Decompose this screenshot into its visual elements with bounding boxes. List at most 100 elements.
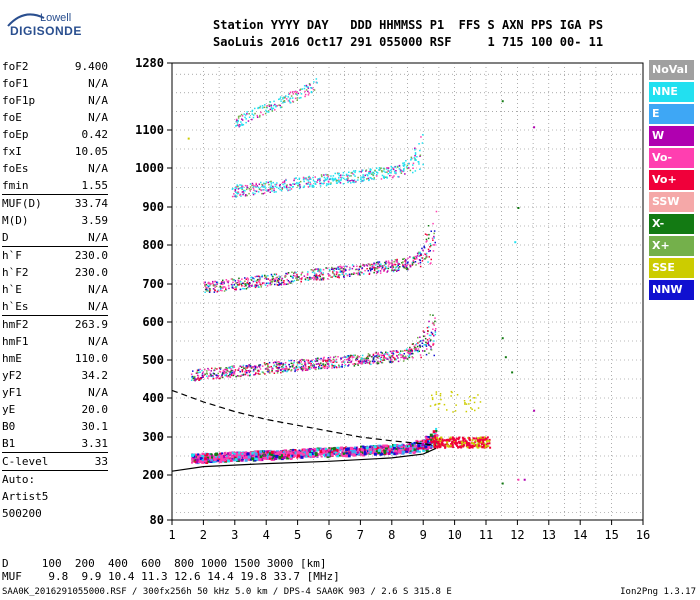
echo-point — [255, 183, 257, 186]
echo-point — [332, 268, 334, 271]
echo-point — [300, 278, 303, 280]
echo-point — [227, 285, 230, 287]
echo-point — [266, 105, 268, 107]
echo-point — [300, 361, 302, 363]
echo-point — [345, 173, 348, 176]
echo-point — [248, 285, 250, 287]
echo-point — [264, 274, 266, 277]
echo-point — [380, 356, 383, 359]
echo-point — [309, 178, 311, 180]
echo-point — [309, 185, 311, 188]
echo-point — [385, 267, 388, 270]
echo-point — [315, 78, 318, 80]
echo-point — [384, 446, 388, 450]
echo-point — [321, 175, 323, 178]
echo-point — [354, 171, 356, 174]
echo-point — [372, 172, 374, 174]
echo-point — [397, 175, 399, 178]
echo-point — [288, 100, 291, 103]
echo-point — [279, 457, 282, 460]
echo-point — [459, 445, 462, 448]
echo-trace-extras — [187, 100, 536, 485]
echo-point — [409, 265, 412, 268]
echo-point — [258, 116, 261, 118]
echo-point — [347, 174, 350, 177]
echo-point — [269, 101, 272, 103]
echo-point — [339, 271, 341, 273]
echo-point — [266, 363, 268, 365]
echo-point — [404, 263, 406, 266]
echo-point — [204, 373, 206, 375]
echo-point — [298, 97, 301, 99]
echo-point — [342, 270, 344, 272]
echo-point — [335, 182, 338, 184]
echo-point — [387, 170, 390, 172]
echo-point — [398, 164, 401, 167]
echo-point — [306, 274, 309, 276]
echo-point — [262, 192, 265, 195]
echo-point — [441, 442, 443, 444]
echo-point — [254, 457, 258, 461]
echo-point — [369, 446, 372, 449]
echo-point — [333, 366, 336, 369]
echo-point — [342, 449, 345, 452]
echo-point — [229, 373, 231, 376]
echo-point — [212, 280, 214, 283]
echo-point — [366, 357, 368, 359]
echo-point — [231, 195, 234, 198]
echo-point — [252, 277, 254, 279]
echo-point — [341, 176, 343, 179]
echo-point — [418, 446, 422, 450]
echo-point — [477, 437, 480, 440]
echo-point — [483, 436, 486, 439]
echo-point — [310, 91, 313, 94]
echo-point — [329, 270, 331, 272]
echo-point — [418, 163, 420, 165]
echo-point — [389, 445, 392, 448]
echo-point — [216, 283, 218, 285]
echo-point — [332, 272, 334, 274]
echo-point — [358, 271, 361, 273]
echo-point — [391, 263, 394, 265]
muf-row: MUF 9.8 9.9 10.4 11.3 12.6 14.4 19.8 33.… — [2, 570, 340, 583]
echo-point — [297, 183, 299, 185]
echo-point — [284, 370, 286, 372]
echo-point — [296, 99, 298, 101]
echo-point — [395, 447, 398, 450]
echo-point — [221, 454, 223, 457]
echo-point — [277, 370, 279, 372]
y-tick-label: 80 — [150, 513, 164, 527]
echo-point — [304, 93, 307, 96]
echo-point — [314, 276, 316, 279]
echo-point — [434, 404, 436, 406]
echo-point — [315, 275, 317, 278]
echo-point — [288, 186, 290, 189]
echo-point — [293, 361, 295, 364]
echo-point — [384, 445, 387, 448]
echo-point — [213, 291, 216, 293]
echo-point — [241, 370, 244, 373]
echo-point — [208, 285, 211, 287]
echo-point — [389, 174, 391, 177]
echo-point — [451, 444, 454, 447]
echo-point — [386, 167, 388, 169]
echo-point — [377, 352, 379, 354]
echo-point — [453, 442, 456, 445]
echo-point — [477, 407, 480, 409]
echo-point — [271, 370, 273, 373]
echo-point — [451, 436, 454, 439]
echo-point — [371, 268, 373, 270]
echo-point — [331, 276, 333, 278]
echo-point — [301, 366, 303, 368]
echo-point — [384, 261, 386, 264]
echo-point — [356, 268, 358, 271]
echo-point — [207, 454, 210, 457]
echo-point — [199, 455, 202, 458]
echo-point — [356, 357, 359, 359]
echo-point — [202, 375, 204, 377]
echo-point — [322, 366, 324, 369]
echo-point — [264, 112, 267, 115]
echo-point — [265, 109, 267, 112]
echo-point — [232, 187, 234, 190]
echo-point — [284, 363, 286, 366]
